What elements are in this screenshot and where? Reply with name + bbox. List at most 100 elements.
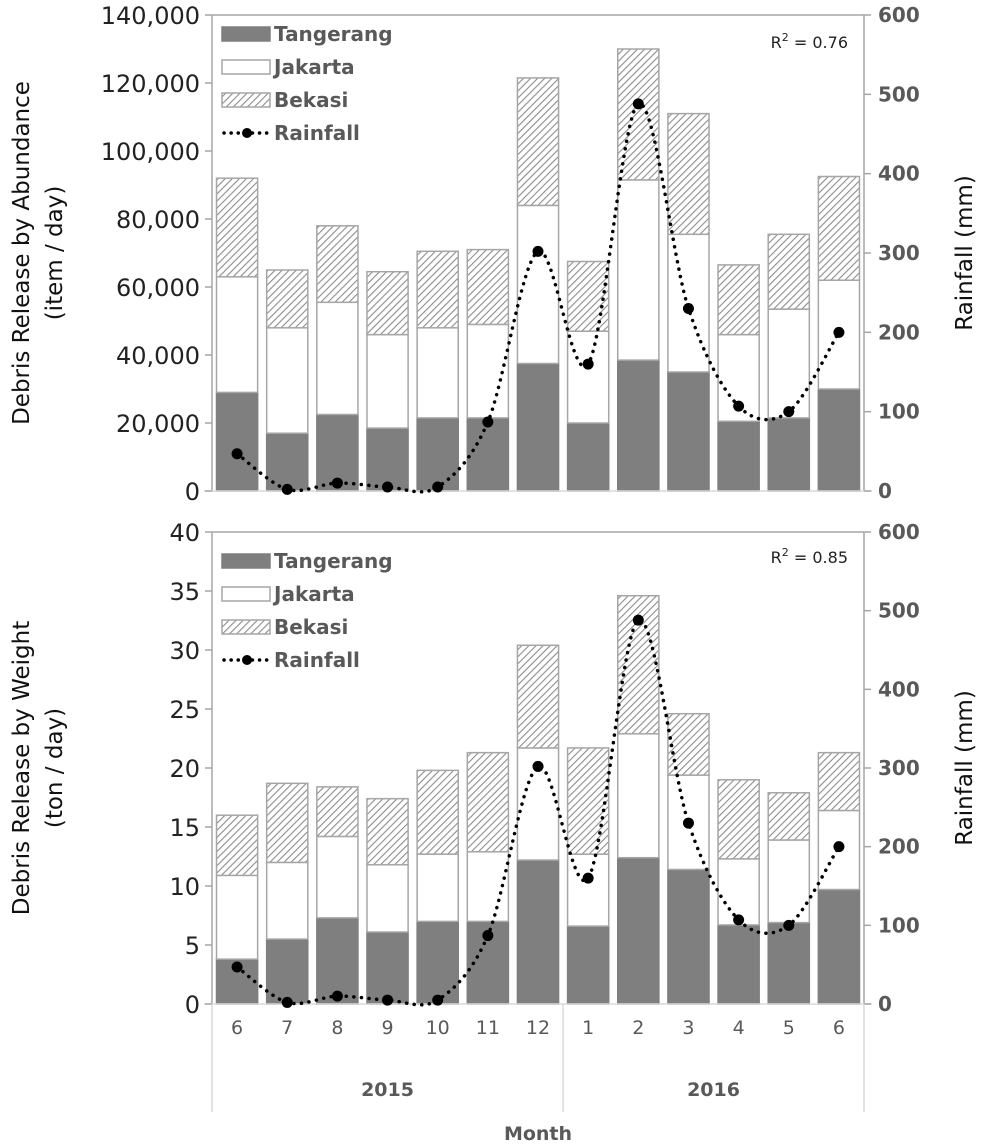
weight-legend-marker-rainfall — [242, 655, 252, 665]
abundance-y2-tick-label: 300 — [878, 241, 920, 265]
abundance-bar-jakarta-7 — [566, 330, 610, 424]
abundance-legend-label-bekasi: Bekasi — [274, 88, 348, 112]
abundance-bar-tangerang-8 — [616, 359, 660, 492]
month-label-7: 1 — [582, 1017, 594, 1039]
weight-y-tick-label: 0 — [185, 991, 200, 1019]
weight-rainfall-point-5 — [482, 930, 494, 942]
weight-rainfall-point-4 — [432, 994, 444, 1006]
abundance-y2-tick-label: 400 — [878, 162, 920, 186]
abundance-bar-tangerang-12 — [817, 388, 861, 492]
weight-legend-swatch-bekasi — [221, 619, 271, 635]
abundance-y-tick-label: 40,000 — [116, 342, 200, 370]
abundance-bar-tangerang-10 — [717, 420, 760, 492]
weight-legend: Tangerang Jakarta Bekasi Rainfall — [221, 549, 393, 672]
weight-bar-jakarta-4 — [416, 853, 460, 923]
abundance-bar-jakarta-11 — [767, 308, 811, 419]
abundance-bar-jakarta-12 — [817, 279, 861, 390]
abundance-legend-label-jakarta: Jakarta — [272, 55, 355, 79]
abundance-bar-tangerang-11 — [767, 417, 811, 492]
weight-rainfall-point-9 — [682, 817, 694, 829]
month-label-1: 7 — [281, 1017, 293, 1039]
abundance-bar-jakarta-1 — [265, 327, 309, 434]
weight-rainfall-point-7 — [582, 872, 594, 884]
weight-y2-axis-title: Rainfall (mm) — [952, 690, 978, 846]
abundance-y2-tick-label: 100 — [878, 400, 920, 424]
abundance-bar-jakarta-0 — [215, 276, 259, 394]
abundance-legend-marker-rainfall — [242, 128, 252, 138]
abundance-bar-tangerang-6 — [516, 362, 560, 492]
abundance-bar-bekasi-12 — [817, 175, 861, 281]
abundance-y2-tick-label: 600 — [878, 3, 920, 27]
weight-bar-jakarta-2 — [316, 835, 359, 919]
weight-bar-tangerang-4 — [416, 920, 460, 1005]
abundance-panel: Debris Release by Abundance (item / day)… — [9, 2, 978, 506]
abundance-rainfall-point-5 — [482, 416, 494, 428]
abundance-rainfall-point-1 — [281, 483, 293, 495]
weight-legend-swatch-jakarta — [221, 586, 271, 602]
weight-legend-label-tangerang: Tangerang — [274, 549, 393, 573]
weight-y-tick-label: 5 — [185, 932, 200, 960]
weight-bar-bekasi-6 — [516, 644, 560, 749]
weight-bar-bekasi-1 — [265, 782, 309, 864]
weight-bar-tangerang-6 — [516, 859, 560, 1005]
abundance-bar-tangerang-7 — [566, 422, 610, 492]
weight-y-tick-label: 40 — [169, 519, 200, 547]
month-label-9: 3 — [682, 1017, 694, 1039]
abundance-y-axis-title-line1: Debris Release by Abundance — [9, 81, 35, 425]
weight-panel: Debris Release by Weight (ton / day) Rai… — [9, 519, 978, 1019]
abundance-rainfall-point-10 — [733, 400, 745, 412]
weight-bar-bekasi-3 — [366, 797, 409, 866]
abundance-legend-label-tangerang: Tangerang — [274, 22, 393, 46]
weight-bar-jakarta-1 — [265, 861, 309, 940]
weight-y2-tick-label: 100 — [878, 913, 920, 937]
weight-bar-tangerang-2 — [316, 917, 359, 1005]
weight-rainfall-point-12 — [833, 841, 845, 853]
weight-bar-bekasi-0 — [215, 814, 259, 877]
abundance-bar-bekasi-9 — [667, 112, 710, 236]
weight-bar-tangerang-8 — [616, 856, 660, 1005]
weight-rainfall-point-8 — [632, 614, 644, 626]
month-label-12: 6 — [833, 1017, 845, 1039]
weight-rainfall-point-1 — [281, 996, 293, 1008]
weight-legend-label-bekasi: Bekasi — [274, 615, 348, 639]
weight-rainfall-point-6 — [532, 760, 544, 772]
weight-bar-bekasi-4 — [416, 769, 460, 855]
month-label-2: 8 — [331, 1017, 343, 1039]
abundance-y-tick-label: 80,000 — [116, 206, 200, 234]
weight-y-tick-label: 15 — [169, 814, 200, 842]
abundance-rainfall-point-4 — [432, 481, 444, 493]
abundance-bar-jakarta-10 — [717, 333, 760, 423]
weight-y2-tick-label: 200 — [878, 835, 920, 859]
abundance-y-tick-label: 20,000 — [116, 410, 200, 438]
weight-bar-bekasi-11 — [767, 792, 811, 841]
abundance-y2-tick-label: 500 — [878, 82, 920, 106]
abundance-bar-tangerang-9 — [667, 371, 710, 492]
weight-y-axis-title-line2: (ton / day) — [42, 708, 68, 828]
abundance-bar-jakarta-2 — [316, 301, 359, 416]
weight-rainfall-point-0 — [231, 961, 243, 973]
abundance-rainfall-point-2 — [331, 477, 343, 489]
weight-rainfall-line — [235, 618, 841, 1007]
abundance-y-axis-title-line2: (item / day) — [42, 186, 68, 321]
abundance-legend-label-rainfall: Rainfall — [274, 121, 360, 145]
abundance-bar-bekasi-4 — [416, 250, 460, 329]
month-label-3: 9 — [381, 1017, 393, 1039]
weight-y2-tick-label: 0 — [878, 992, 892, 1016]
abundance-bar-bekasi-3 — [366, 270, 409, 336]
abundance-rainfall-point-12 — [833, 326, 845, 338]
weight-bar-tangerang-10 — [717, 924, 760, 1005]
weight-bar-tangerang-3 — [366, 931, 409, 1005]
abundance-y-tick-label: 140,000 — [101, 2, 200, 30]
abundance-bar-bekasi-1 — [265, 269, 309, 329]
weight-y2-tick-label: 400 — [878, 677, 920, 701]
weight-bar-tangerang-9 — [667, 868, 710, 1005]
abundance-r-squared: R2 = 0.76 — [771, 31, 848, 52]
weight-legend-label-rainfall: Rainfall — [274, 648, 360, 672]
abundance-rainfall-point-0 — [231, 448, 243, 460]
year-label-2016: 2016 — [687, 1079, 740, 1101]
abundance-bar-bekasi-8 — [616, 48, 660, 181]
weight-y-tick-label: 35 — [169, 578, 200, 606]
abundance-y2-tick-label: 200 — [878, 320, 920, 344]
weight-bar-jakarta-7 — [566, 853, 610, 927]
abundance-rainfall-point-3 — [382, 481, 394, 493]
